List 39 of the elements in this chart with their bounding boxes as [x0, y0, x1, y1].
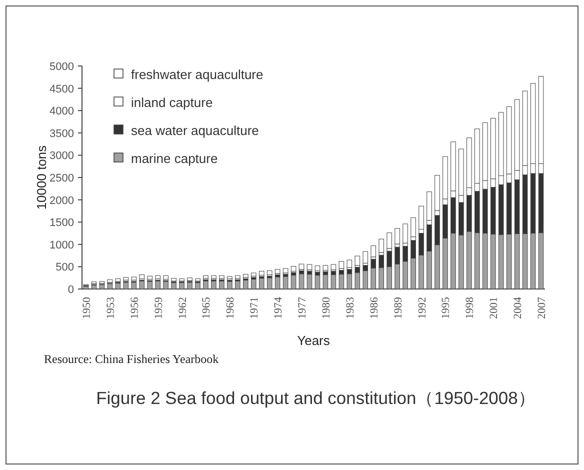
y-tick-label: 4000 [50, 106, 74, 118]
x-tick-label: 2001 [488, 297, 500, 319]
legend-label: inland capture [131, 95, 213, 110]
x-tick-label: 1956 [128, 296, 141, 319]
x-tick-label: 1989 [392, 296, 404, 319]
x-tick-label: 1983 [344, 296, 356, 319]
y-tick-label: 5000 [50, 61, 74, 73]
x-tick-label: 1971 [248, 297, 261, 319]
y-tick-label: 0 [68, 284, 74, 296]
x-tick-label: 1950 [80, 296, 93, 319]
x-tick-label: 1977 [296, 296, 309, 319]
text: Figure 2 Sea food output and constitution（1950-2008） [96, 388, 536, 408]
x-tick-label: 1974 [272, 296, 285, 319]
y-tick-label: 3000 [50, 150, 74, 162]
y-tick-label: 4500 [50, 83, 74, 96]
x-tick-label: 1968 [224, 296, 237, 319]
y-axis-title: 10000 tons [34, 144, 49, 210]
y-tick-label: 3500 [50, 128, 74, 140]
x-axis-title: Years [297, 333, 330, 348]
x-tick-label: 1962 [176, 297, 189, 319]
x-tick-label: 1965 [200, 296, 213, 319]
x-tick-label: 1959 [152, 296, 165, 319]
x-tick-label: 1953 [104, 296, 117, 319]
x-tick-label: 2007 [536, 296, 548, 319]
x-tick-label: 1998 [464, 296, 476, 319]
y-tick-label: 2000 [50, 194, 74, 207]
text: Resource: China Fisheries Yearbook [44, 352, 219, 366]
legend-label: sea water aquaculture [131, 123, 259, 138]
x-tick-label: 1992 [416, 297, 428, 319]
legend-label: marine capture [131, 151, 218, 166]
y-tick-label: 1500 [50, 217, 74, 230]
x-tick-label: 1986 [368, 296, 380, 319]
x-tick-label: 1980 [320, 296, 332, 319]
x-tick-label: 1995 [440, 296, 452, 319]
y-tick-label: 1000 [50, 239, 74, 252]
x-tick-label: 2004 [512, 296, 524, 319]
legend-label: freshwater aquaculture [131, 67, 264, 82]
y-tick-label: 500 [56, 262, 74, 274]
y-tick-label: 2500 [50, 172, 74, 184]
